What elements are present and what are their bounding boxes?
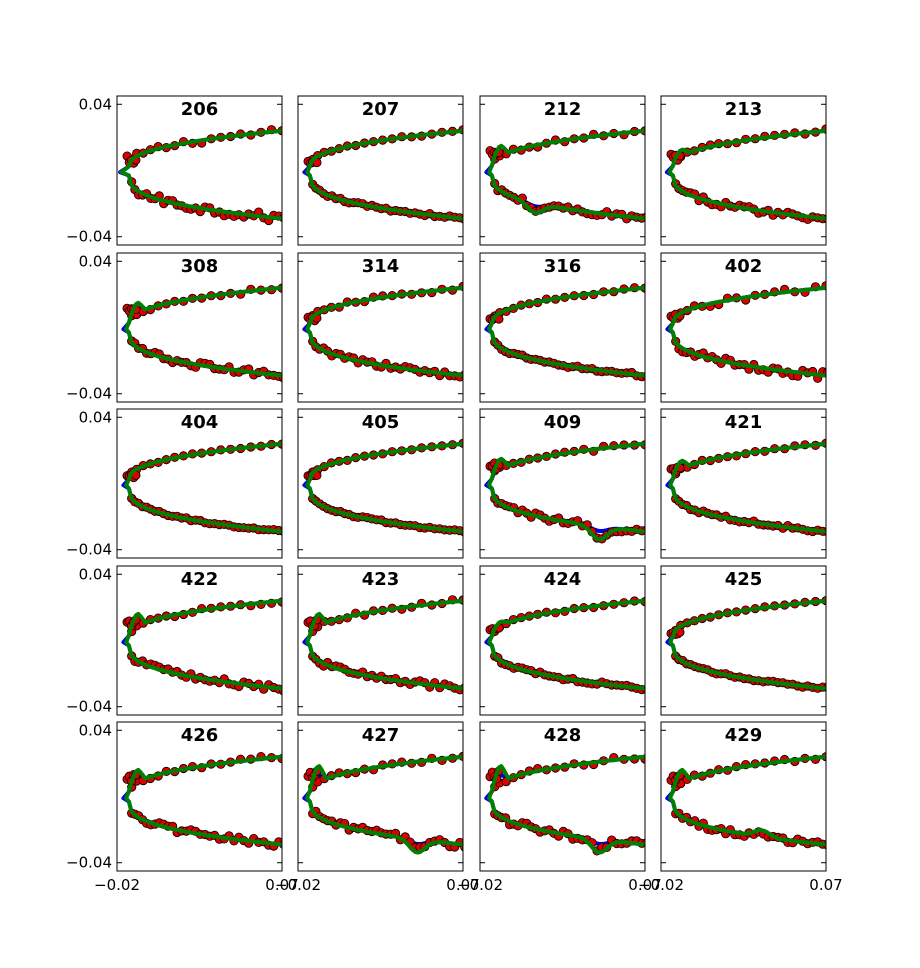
panel-title: 404 xyxy=(181,412,219,433)
x-tick-label: −0.02 xyxy=(94,876,140,894)
x-tick-label: −0.02 xyxy=(638,876,684,894)
y-tick-label: −0.04 xyxy=(66,854,112,872)
y-tick-label: 0.04 xyxy=(79,565,112,583)
y-tick-label: 0.04 xyxy=(79,721,112,739)
y-tick-label: 0.04 xyxy=(79,252,112,270)
panel-title: 429 xyxy=(725,725,763,746)
x-tick-label: −0.02 xyxy=(275,876,321,894)
panel-title: 409 xyxy=(544,412,582,433)
panel-title: 425 xyxy=(725,569,763,590)
y-tick-label: −0.04 xyxy=(66,698,112,716)
panel-title: 428 xyxy=(544,725,582,746)
y-tick-label: −0.04 xyxy=(66,228,112,246)
panel-title: 405 xyxy=(362,412,400,433)
panel-title: 207 xyxy=(362,99,400,120)
panel-title: 422 xyxy=(181,569,219,590)
panel-title: 426 xyxy=(181,725,219,746)
panel-title: 212 xyxy=(544,99,582,120)
y-tick-label: −0.04 xyxy=(66,385,112,403)
panel-title: 427 xyxy=(362,725,400,746)
panel-title: 423 xyxy=(362,569,400,590)
x-tick-label: −0.02 xyxy=(457,876,503,894)
panel-title: 421 xyxy=(725,412,763,433)
y-tick-label: 0.04 xyxy=(79,408,112,426)
panel-title: 213 xyxy=(725,99,763,120)
panel-title: 316 xyxy=(544,256,582,277)
panel-title: 314 xyxy=(362,256,400,277)
y-tick-label: 0.04 xyxy=(79,95,112,113)
panel-title: 308 xyxy=(181,256,219,277)
x-tick-label: 0.07 xyxy=(809,876,842,894)
y-tick-label: −0.04 xyxy=(66,541,112,559)
panel-title: 424 xyxy=(544,569,582,590)
panel-title: 402 xyxy=(725,256,763,277)
panel-title: 206 xyxy=(181,99,219,120)
